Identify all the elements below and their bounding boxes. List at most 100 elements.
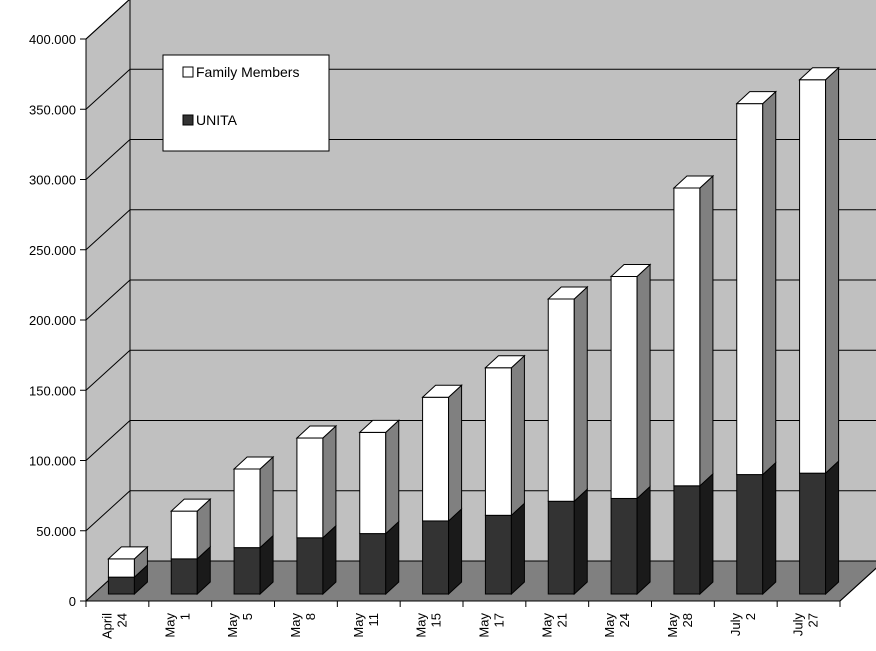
x-tick-label-line2: 8 [303, 613, 318, 620]
x-tick-label-line2: 24 [114, 613, 129, 627]
bar-unita-front [799, 472, 827, 595]
x-tick-label-line1: May [602, 613, 617, 638]
legend-label: Family Members [196, 64, 299, 80]
bar-group [358, 419, 401, 596]
bar-family-members-front [296, 437, 324, 539]
bar-unita-front [107, 576, 135, 595]
x-tick-label: May 15 [414, 613, 444, 638]
bar-top [232, 456, 275, 470]
x-tick-label: May 11 [351, 613, 381, 638]
bar-top [798, 67, 840, 81]
bar-group [798, 66, 840, 596]
bar-group [421, 384, 463, 596]
y-tick-label: 50.000 [36, 524, 76, 539]
x-tick-label: May 24 [602, 613, 632, 638]
x-tick-label-line2: 5 [240, 613, 255, 620]
x-tick-label-line1: July [791, 613, 806, 637]
y-tick-label: 0 [69, 594, 76, 609]
bar-family-members-front [170, 510, 198, 560]
x-tick-label: May 28 [665, 613, 695, 638]
bar-group [546, 285, 589, 596]
x-tick-label-line2: 17 [491, 613, 506, 627]
bar-unita-front [359, 533, 387, 595]
bar-family-members-side [636, 263, 651, 500]
x-tick-label: May 17 [476, 613, 506, 638]
bar-group [672, 174, 715, 596]
bar-group [107, 545, 149, 596]
x-tick-label-line1: May [539, 613, 554, 638]
y-tick-label: 150.000 [29, 383, 76, 398]
y-tick-label: 250.000 [29, 243, 76, 258]
bar-top [358, 419, 401, 433]
gridline [85, 68, 876, 110]
bar-family-members-side [762, 90, 777, 476]
bar-family-members-front [359, 431, 387, 535]
bar-unita-side [762, 461, 777, 596]
bar-top [107, 546, 149, 560]
bar-unita-side [510, 502, 525, 596]
gridline [85, 0, 130, 40]
y-tick-label: 100.000 [29, 454, 76, 469]
bar-unita-side [825, 460, 840, 596]
bar-unita-front [610, 497, 638, 595]
bar-top [546, 286, 589, 300]
x-tick-label-line2: 1 [177, 613, 192, 620]
bar-family-members-side [699, 174, 714, 487]
x-tick-label: May 21 [539, 613, 569, 638]
bar-unita-front [233, 547, 261, 595]
bar-unita-front [736, 474, 764, 595]
x-tick-label-line1: April [99, 613, 114, 639]
bar-family-members-front [799, 79, 827, 474]
x-tick-label: May 8 [288, 613, 318, 638]
bar-family-members-front [107, 558, 135, 578]
x-axis: April 24 May 1 May 5 May 8 May 11 May 15 May 17 May 21 M… [85, 567, 876, 639]
bar-family-members-front [484, 367, 512, 516]
x-tick-label-line1: May [665, 613, 680, 638]
bar-top [672, 175, 715, 189]
x-tick-label-line2: 2 [743, 613, 758, 620]
bar-family-members-front [736, 103, 764, 476]
bar-unita-front [296, 537, 324, 595]
bar-group [609, 263, 652, 596]
y-axis: 0 50.000 100.000 150.000 200.000 250.000 300.0… [29, 32, 87, 609]
y-tick-label: 350.000 [29, 102, 76, 117]
bar-unita-front [170, 558, 198, 595]
bar-family-members-side [259, 455, 274, 549]
x-tick-label: April 24 [99, 613, 129, 639]
x-tick-label: July 2 [728, 613, 758, 637]
bar-unita-side [636, 485, 651, 596]
bar-top [169, 498, 212, 512]
x-tick-label-line1: May [225, 613, 240, 638]
x-tick-label-line1: May [414, 613, 429, 638]
x-tick-label-line1: May [351, 613, 366, 638]
bar-group [735, 90, 778, 596]
bar-unita-front [422, 520, 450, 595]
bar-unita-front [673, 485, 701, 595]
y-tick-label: 200.000 [29, 313, 76, 328]
bar-group [295, 424, 338, 596]
bar-top [609, 263, 652, 277]
bar-top [421, 384, 463, 398]
bar-family-members-front [233, 468, 261, 549]
x-tick-label: May 5 [225, 613, 255, 638]
bar-family-members-side [385, 419, 400, 535]
bar-family-members-side [448, 384, 463, 523]
x-tick-label-line2: 21 [554, 613, 569, 627]
x-tick-label-line2: 11 [366, 613, 381, 627]
bar-family-members-front [547, 298, 575, 502]
x-tick-label-line1: July [728, 613, 743, 637]
bar-group [484, 354, 526, 596]
bar-unita-side [573, 488, 588, 596]
bar-unita-side [448, 507, 463, 596]
bar-family-members-side [825, 66, 840, 475]
bar-top [295, 425, 338, 439]
bar-family-members-front [422, 396, 450, 522]
bar-unita-front [547, 500, 575, 595]
bar-family-members-side [510, 354, 525, 517]
x-tick-label: May 1 [162, 613, 192, 638]
x-tick-label-line2: 28 [680, 613, 695, 627]
legend-swatch [182, 66, 194, 78]
x-tick-label-line2: 24 [617, 613, 632, 627]
bar-unita-side [699, 472, 714, 596]
